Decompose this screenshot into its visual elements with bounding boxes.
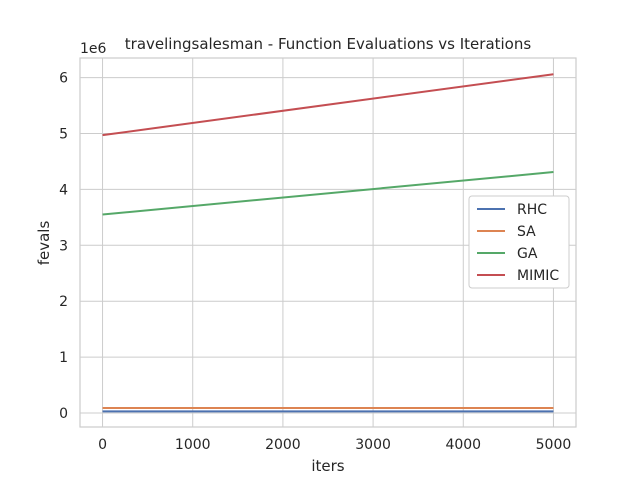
x-tick-label: 0 bbox=[98, 437, 107, 453]
y-tick-label: 2 bbox=[59, 294, 68, 310]
chart-title: travelingsalesman - Function Evaluations… bbox=[125, 35, 532, 53]
legend-box bbox=[468, 195, 570, 289]
legend-label-rhc: RHC bbox=[517, 202, 547, 218]
legend: RHC SA GA MIMIC bbox=[468, 195, 570, 289]
y-tick-label: 1 bbox=[59, 350, 68, 366]
y-tick-labels: 0 1 2 3 4 5 6 bbox=[59, 71, 68, 422]
series-line-ga bbox=[102, 171, 554, 216]
y-tick-label: 4 bbox=[59, 182, 68, 198]
x-tick-label: 1000 bbox=[175, 437, 211, 453]
y-tick-label: 6 bbox=[59, 71, 68, 87]
x-tick-labels: 0 1000 2000 3000 4000 5000 bbox=[98, 437, 571, 453]
y-axis-label: fevals bbox=[35, 221, 53, 266]
y-tick-label: 0 bbox=[59, 406, 68, 422]
series-line-mimic bbox=[102, 73, 554, 137]
legend-label-sa: SA bbox=[517, 224, 536, 240]
x-axis-label: iters bbox=[311, 457, 344, 475]
legend-items: RHC SA GA MIMIC bbox=[477, 202, 559, 284]
x-tick-label: 4000 bbox=[445, 437, 481, 453]
x-tick-label: 5000 bbox=[536, 437, 572, 453]
legend-label-mimic: MIMIC bbox=[517, 268, 559, 284]
y-tick-label: 5 bbox=[59, 126, 68, 142]
y-offset-label: 1e6 bbox=[80, 41, 107, 57]
grid bbox=[80, 58, 576, 427]
x-tick-label: 3000 bbox=[355, 437, 391, 453]
series-lines bbox=[102, 73, 554, 413]
legend-label-ga: GA bbox=[517, 246, 538, 262]
y-tick-label: 3 bbox=[59, 238, 68, 254]
x-tick-label: 2000 bbox=[265, 437, 301, 453]
